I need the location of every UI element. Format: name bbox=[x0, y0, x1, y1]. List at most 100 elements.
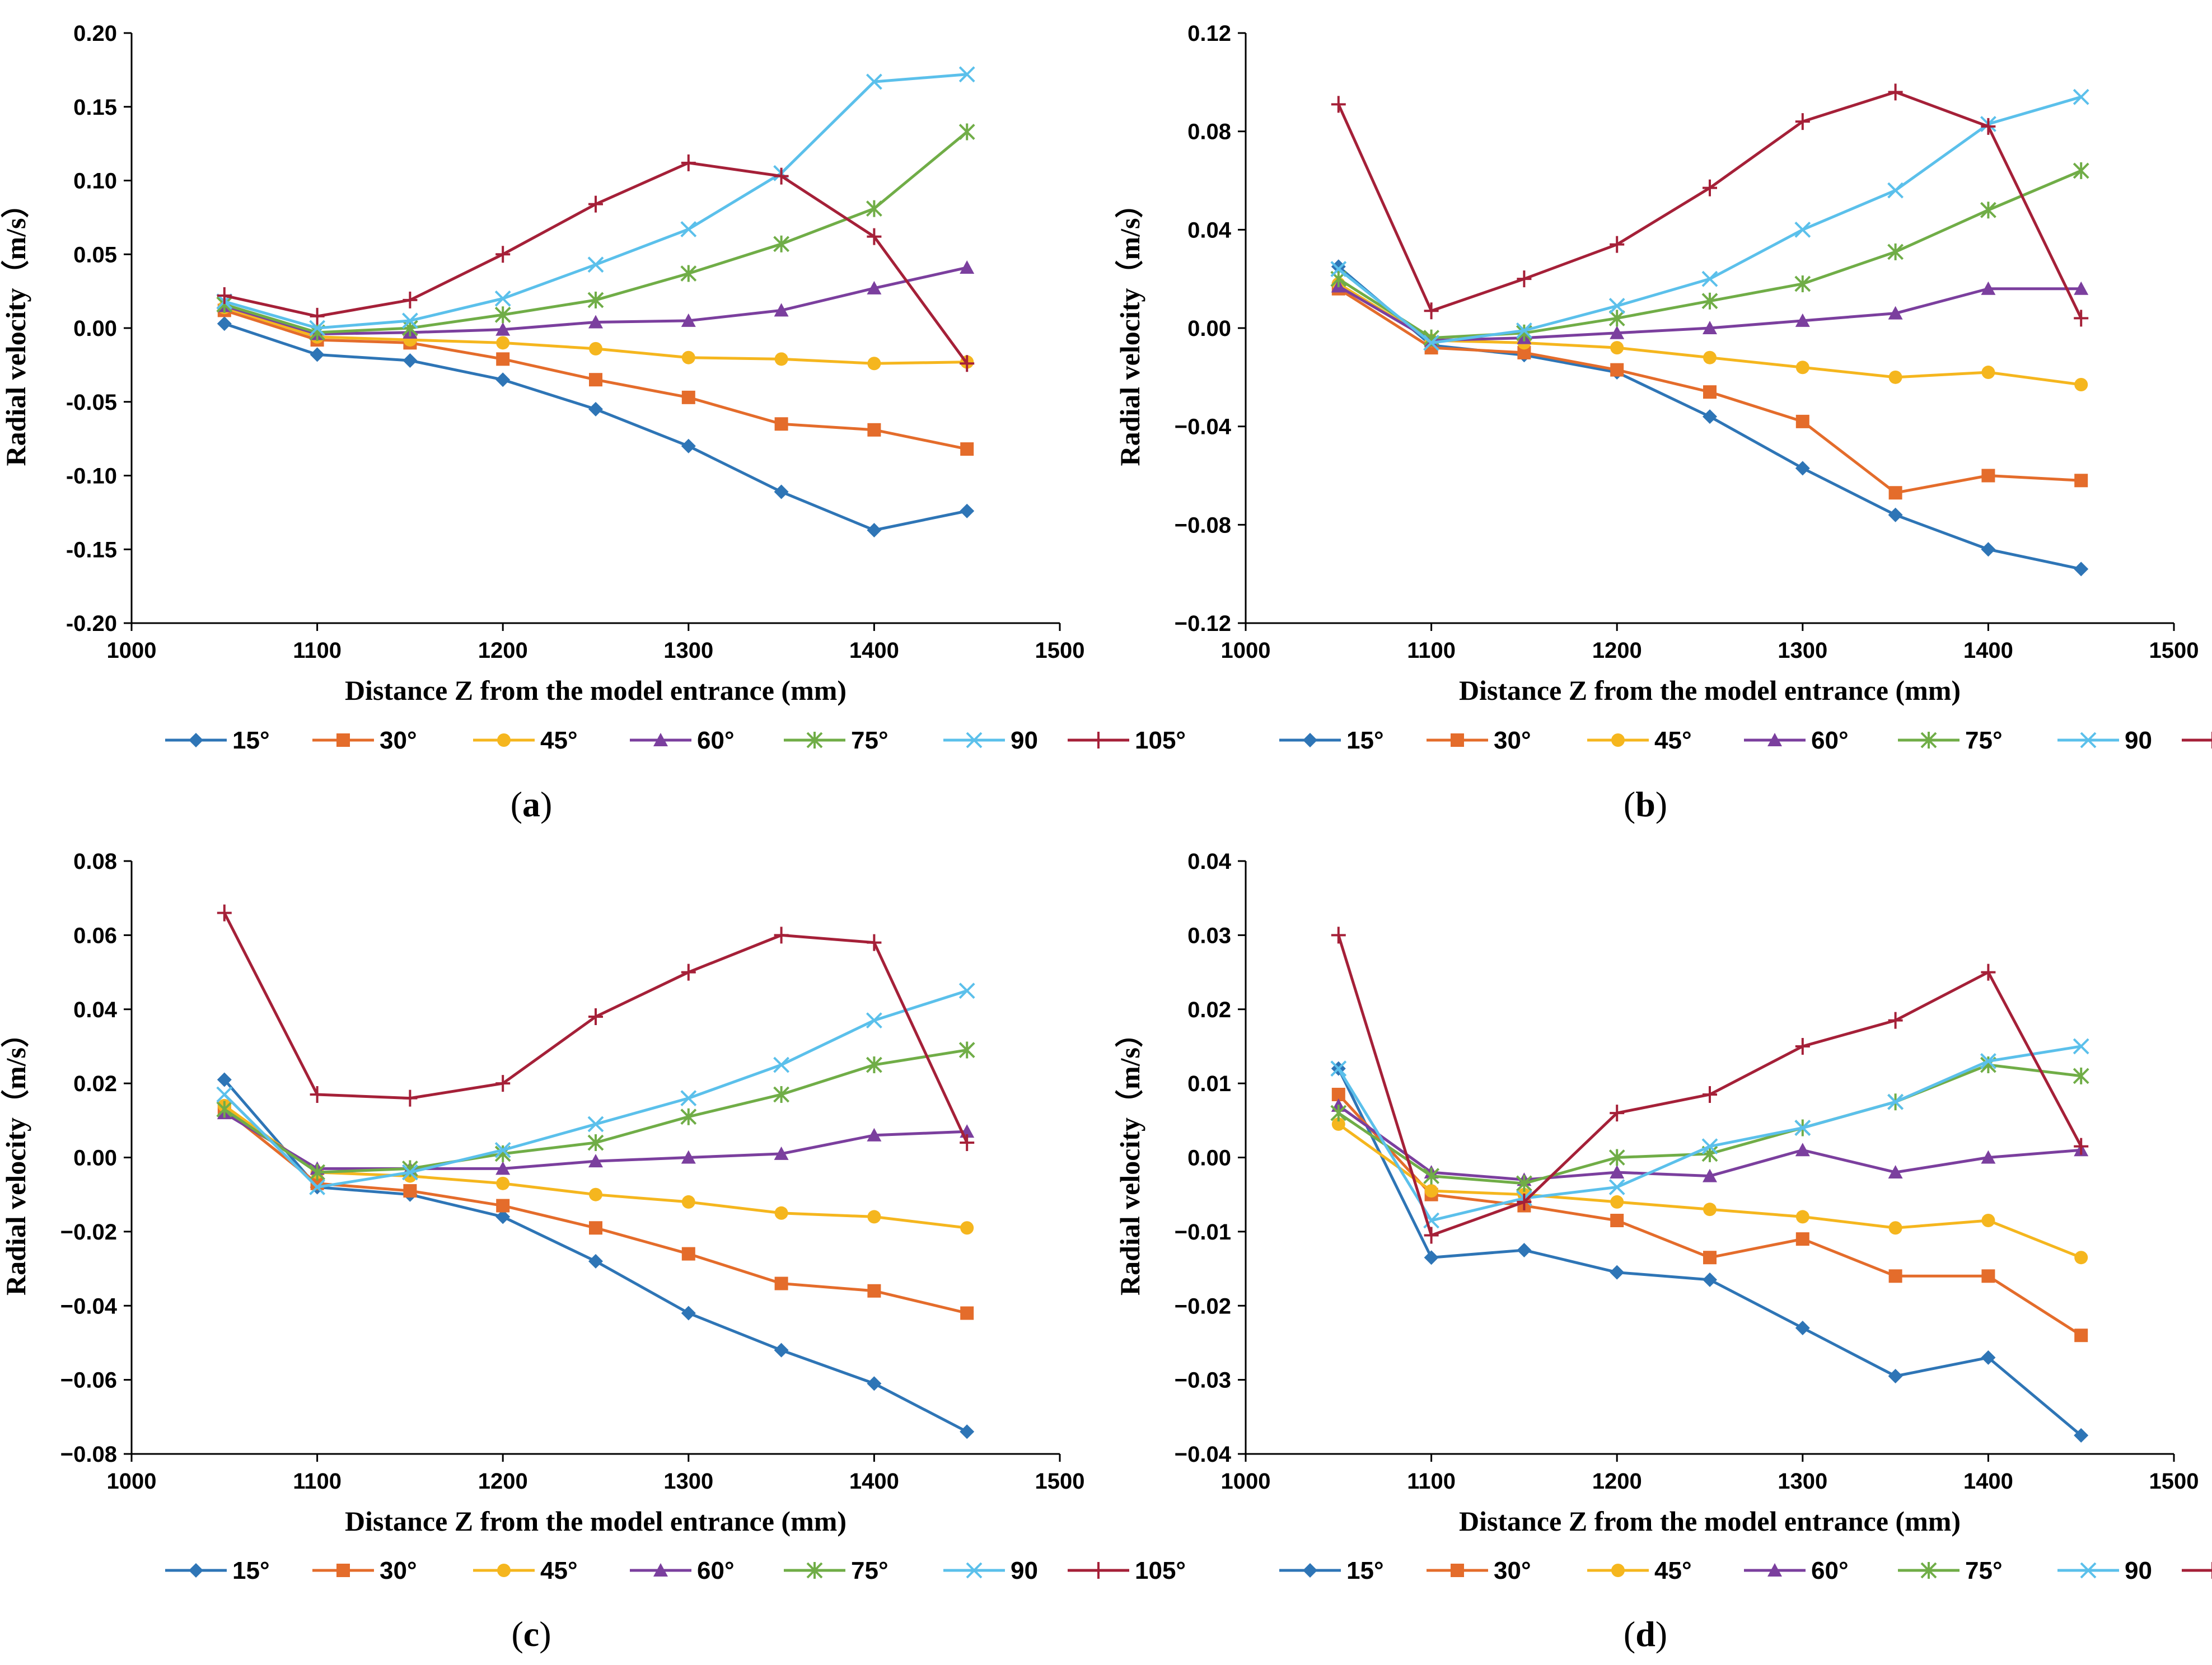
data-point bbox=[1516, 322, 1532, 339]
x-tick-label: 1100 bbox=[1407, 638, 1456, 663]
legend-label: 105° bbox=[1135, 727, 1186, 754]
data-point bbox=[680, 265, 697, 282]
data-point bbox=[774, 1206, 788, 1220]
data-point bbox=[681, 1306, 696, 1321]
y-tick-label: 0.08 bbox=[73, 849, 117, 874]
series-90 bbox=[216, 66, 975, 336]
data-point bbox=[958, 123, 975, 141]
x-tick-label: 1000 bbox=[1221, 638, 1271, 663]
data-point bbox=[1795, 1210, 1809, 1224]
data-point bbox=[958, 1041, 975, 1059]
data-point bbox=[2073, 88, 2089, 105]
data-point bbox=[217, 316, 232, 331]
data-point bbox=[587, 291, 604, 308]
y-tick-label: -0.05 bbox=[66, 390, 117, 415]
data-point bbox=[773, 1056, 790, 1073]
legend-marker bbox=[2080, 1562, 2097, 1579]
data-point bbox=[1795, 414, 1809, 428]
y-tick-label: 0.04 bbox=[1187, 849, 1232, 874]
data-point bbox=[866, 73, 882, 90]
data-point bbox=[2074, 281, 2089, 295]
data-point bbox=[588, 315, 603, 329]
data-point bbox=[1703, 321, 1717, 334]
data-point bbox=[1330, 261, 1347, 278]
data-point bbox=[1888, 1369, 1903, 1384]
legend-marker bbox=[1920, 732, 1937, 749]
data-point bbox=[866, 200, 882, 217]
data-point bbox=[1608, 310, 1625, 327]
panel-caption: (b) bbox=[1624, 784, 1667, 824]
series-75° bbox=[1330, 162, 2089, 347]
legend-marker bbox=[966, 1562, 983, 1579]
data-point bbox=[1423, 1167, 1440, 1185]
data-point bbox=[960, 260, 975, 274]
series-line bbox=[1338, 1104, 2082, 1181]
legend-label: 75° bbox=[1965, 727, 2003, 754]
data-point bbox=[496, 352, 510, 366]
data-point bbox=[681, 350, 695, 364]
data-point bbox=[2074, 562, 2089, 577]
y-tick-label: 0.10 bbox=[73, 169, 117, 194]
data-point bbox=[1981, 1269, 1995, 1283]
y-tick-label: −0.01 bbox=[1175, 1220, 1231, 1245]
legend-marker bbox=[1091, 1562, 1106, 1579]
y-tick-label: 0.00 bbox=[1187, 316, 1231, 341]
data-point bbox=[2073, 1038, 2089, 1055]
data-point bbox=[1331, 1117, 1345, 1131]
data-point bbox=[2074, 1251, 2088, 1265]
data-point bbox=[867, 280, 882, 294]
legend-label: 60° bbox=[1811, 727, 1849, 754]
legend-label: 15° bbox=[232, 1557, 270, 1584]
legend-label: 90 bbox=[1011, 1557, 1038, 1584]
data-point bbox=[774, 167, 789, 185]
data-point bbox=[309, 1179, 326, 1195]
data-point bbox=[2073, 162, 2089, 179]
chart-panel-d: −0.04 −0.03 −0.02 −0.01 0.00 0.01 0.02 0.03 0.04… bbox=[1114, 849, 2212, 1654]
data-point bbox=[1794, 275, 1811, 292]
data-point bbox=[1703, 1086, 1717, 1103]
data-point bbox=[1981, 542, 1996, 557]
series-15° bbox=[1331, 1061, 2089, 1443]
data-point bbox=[1701, 1138, 1718, 1155]
data-point bbox=[403, 1184, 417, 1198]
legend-marker bbox=[189, 1563, 203, 1578]
y-tick-label: -0.20 bbox=[66, 611, 117, 636]
data-point bbox=[1610, 1214, 1624, 1228]
data-point bbox=[589, 373, 602, 387]
legend-marker bbox=[966, 732, 983, 749]
data-point bbox=[1703, 1251, 1717, 1265]
data-point bbox=[681, 1195, 695, 1209]
data-point bbox=[1794, 221, 1811, 238]
x-tick-label: 1300 bbox=[663, 638, 713, 663]
data-point bbox=[1424, 302, 1439, 320]
x-tick-label: 1400 bbox=[1963, 638, 2013, 663]
data-point bbox=[496, 336, 510, 350]
data-point bbox=[496, 1199, 510, 1213]
data-point bbox=[1795, 461, 1810, 476]
chart-panel-c: −0.08 −0.06 −0.04 −0.02 0.00 0.02 0.04 0.06 0.08… bbox=[0, 849, 1186, 1654]
legend-label: 30° bbox=[380, 1557, 417, 1584]
data-point bbox=[1888, 1221, 1902, 1235]
data-point bbox=[1610, 1105, 1625, 1122]
y-axis-title: Radial velocity（m/s） bbox=[0, 1019, 31, 1295]
legend-label: 75° bbox=[851, 727, 888, 754]
legend-label: 30° bbox=[1494, 727, 1531, 754]
data-point bbox=[587, 256, 604, 273]
legend-marker bbox=[653, 733, 668, 746]
legend-marker bbox=[497, 733, 511, 747]
x-tick-label: 1500 bbox=[1035, 638, 1085, 663]
data-point bbox=[958, 983, 975, 999]
legend-marker bbox=[497, 1564, 511, 1577]
legend-label: 75° bbox=[1965, 1557, 2003, 1584]
data-point bbox=[401, 312, 418, 329]
data-point bbox=[1795, 113, 1810, 130]
x-axis-title: Distance Z from the model entrance (mm) bbox=[345, 675, 847, 706]
series-105° bbox=[217, 154, 975, 372]
y-tick-label: 0.00 bbox=[1187, 1146, 1231, 1171]
y-tick-label: 0.02 bbox=[1187, 998, 1231, 1022]
data-point bbox=[587, 1116, 604, 1133]
data-point bbox=[403, 291, 418, 308]
